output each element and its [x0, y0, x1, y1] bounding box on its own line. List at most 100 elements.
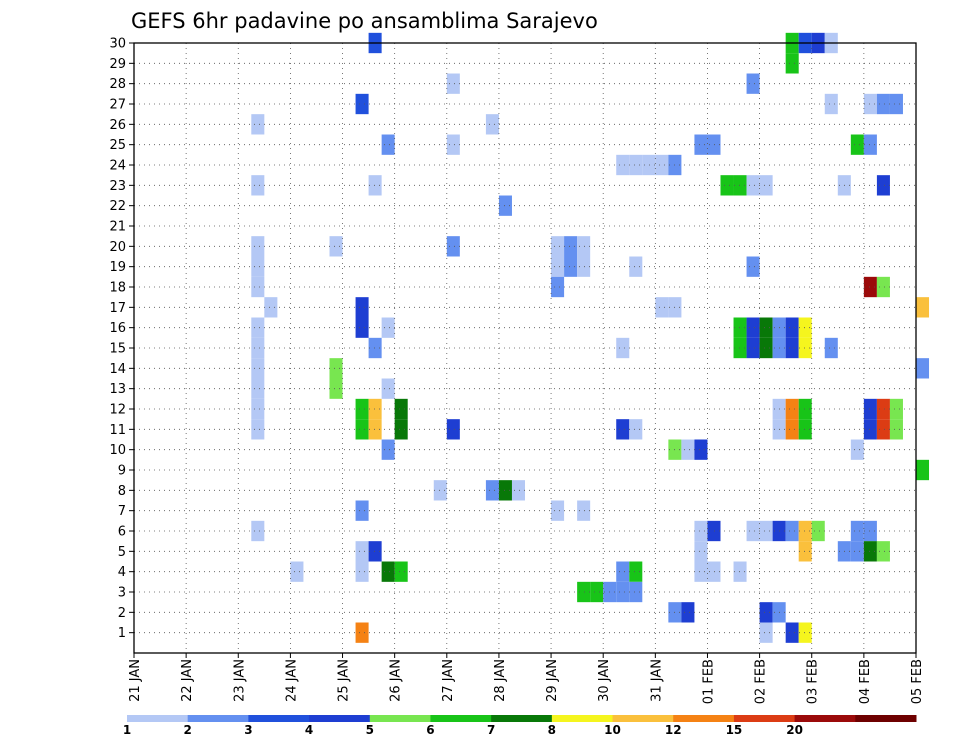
precip-cell [616, 419, 630, 440]
colorbar-segment [733, 715, 796, 722]
precip-cell [642, 154, 656, 176]
precip-cell [355, 541, 369, 562]
x-tick-label: 31 JAN [649, 659, 664, 702]
y-tick-label: 10 [109, 443, 126, 458]
precip-cell [746, 520, 760, 542]
precip-cell [251, 317, 265, 338]
precip-cell [785, 53, 799, 74]
y-tick-label: 19 [109, 260, 126, 275]
precip-cell [824, 93, 838, 115]
colorbar-tick-label: 7 [487, 723, 495, 737]
colorbar-segment [248, 715, 310, 722]
y-tick-label: 22 [109, 199, 126, 214]
precip-cell [811, 520, 825, 542]
precip-cell [850, 541, 864, 562]
precip-cell [785, 419, 799, 440]
y-tick-label: 2 [118, 606, 126, 621]
precip-cell [616, 154, 630, 176]
precip-cell [394, 419, 408, 440]
precip-cell [876, 419, 890, 440]
y-axis: 1234567891011121314151617181920212223242… [109, 37, 134, 641]
precip-cell [798, 520, 812, 542]
precip-cell [368, 175, 382, 196]
y-tick-label: 28 [109, 77, 126, 92]
precip-cell [850, 520, 864, 542]
precip-cell [863, 541, 877, 562]
y-tick-label: 4 [118, 565, 126, 580]
precip-cell [590, 581, 604, 603]
colorbar-tick-label: 10 [604, 723, 621, 737]
precip-cell [863, 520, 877, 542]
x-tick-label: 01 FEB [701, 659, 716, 704]
colorbar-segment [855, 715, 917, 722]
precip-cell [746, 175, 760, 196]
precip-cell [551, 500, 565, 521]
precip-cell [785, 337, 799, 359]
precip-cell [629, 256, 643, 277]
precip-cell [863, 419, 877, 440]
precip-cell [707, 561, 721, 582]
y-tick-label: 27 [109, 98, 126, 113]
precip-cell [485, 114, 499, 135]
y-tick-label: 9 [118, 464, 126, 479]
precip-cell [798, 337, 812, 359]
precip-cell [876, 398, 890, 420]
colorbar-segment [612, 715, 674, 722]
precip-cell [876, 541, 890, 562]
precip-cell [290, 561, 304, 582]
y-tick-label: 11 [109, 423, 126, 438]
precip-cell [355, 500, 369, 521]
precip-cell [876, 276, 890, 298]
precip-cell [251, 378, 265, 399]
chart-title: GEFS 6hr padavine po ansamblima Sarajevo [131, 9, 598, 33]
x-tick-label: 02 FEB [754, 659, 769, 704]
precip-cell [251, 114, 265, 135]
precip-cell [746, 73, 760, 94]
y-tick-label: 26 [109, 118, 126, 133]
x-tick-label: 25 JAN [337, 659, 352, 702]
colorbar-tick-label: 8 [548, 723, 556, 737]
precip-cell [694, 520, 708, 542]
precip-cell [863, 93, 877, 115]
colorbar-tick-label: 2 [184, 723, 192, 737]
precip-cell [355, 93, 369, 115]
y-tick-label: 12 [109, 403, 126, 418]
precip-cell [876, 93, 890, 115]
precip-cell [746, 337, 760, 359]
precip-cell [251, 358, 265, 379]
colorbar-segment [369, 715, 431, 722]
x-tick-label: 04 FEB [858, 659, 873, 704]
x-tick-label: 21 JAN [128, 659, 143, 702]
precip-cell [629, 154, 643, 176]
precip-cell [381, 439, 395, 460]
precip-cell [694, 134, 708, 155]
x-tick-label: 24 JAN [284, 659, 299, 702]
y-tick-label: 29 [109, 57, 126, 72]
colorbar-segment [430, 715, 492, 722]
precip-cell [720, 175, 734, 196]
precip-cell [798, 419, 812, 440]
y-tick-label: 6 [118, 525, 126, 540]
y-tick-label: 24 [109, 159, 126, 174]
precip-cell [916, 358, 930, 379]
precip-cell [746, 256, 760, 277]
precip-cell [381, 134, 395, 155]
precip-cell [329, 358, 343, 379]
colorbar-segment [309, 715, 371, 722]
precip-cell [916, 459, 930, 481]
y-tick-label: 16 [109, 321, 126, 336]
precip-cell [681, 602, 695, 623]
precip-cell [446, 419, 460, 440]
x-tick-label: 27 JAN [441, 659, 456, 702]
y-tick-label: 13 [109, 382, 126, 397]
y-tick-label: 21 [109, 220, 126, 235]
y-tick-label: 7 [118, 504, 126, 519]
precip-cell [616, 337, 630, 359]
colorbar-segment [794, 715, 856, 722]
precip-cell [251, 256, 265, 277]
precip-cell [863, 134, 877, 155]
precip-cell [577, 581, 591, 603]
x-tick-label: 28 JAN [493, 659, 508, 702]
x-tick-label: 05 FEB [910, 659, 925, 704]
precip-cell [251, 175, 265, 196]
